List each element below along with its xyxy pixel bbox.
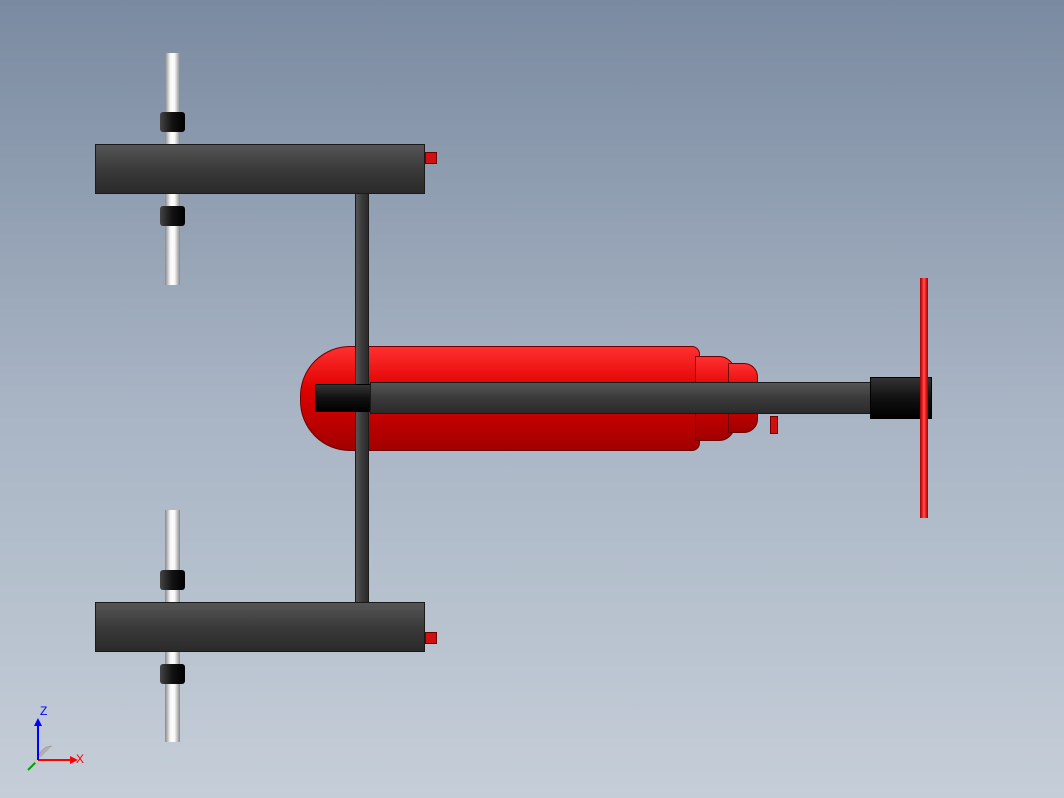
- lower-right-tab: [425, 632, 437, 644]
- triad-svg: [20, 708, 90, 778]
- collar-4: [160, 664, 185, 684]
- center-main-bar: [370, 382, 930, 414]
- cad-model-root: [0, 0, 1064, 798]
- collar-1: [160, 112, 185, 132]
- upper-right-tab: [425, 152, 437, 164]
- rear-vertical-rod: [920, 278, 928, 518]
- collar-2: [160, 206, 185, 226]
- lower-cross-arm: [95, 602, 425, 652]
- small-peg: [770, 416, 778, 434]
- view-orientation-triad[interactable]: Z X: [20, 708, 90, 778]
- axis-label-z: Z: [40, 704, 47, 718]
- collar-3: [160, 570, 185, 590]
- axis-label-x: X: [76, 752, 84, 766]
- cad-3d-viewport[interactable]: Z X: [0, 0, 1064, 798]
- upper-cross-arm: [95, 144, 425, 194]
- center-slot: [315, 384, 375, 412]
